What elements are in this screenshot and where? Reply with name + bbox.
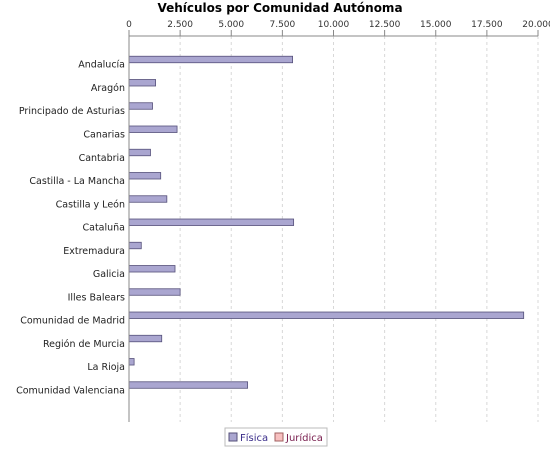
y-axis: Andalucía Aragón Principado de Asturias Can… bbox=[16, 60, 125, 397]
category-label: Andalucía bbox=[78, 60, 125, 71]
x-tick-label: 10.000 bbox=[318, 20, 350, 30]
legend: Física Jurídica bbox=[224, 427, 328, 447]
bar-fisica-canarias bbox=[128, 125, 178, 133]
x-tick-label: 12.500 bbox=[369, 20, 401, 30]
category-label: Illes Balears bbox=[68, 292, 125, 303]
category-label: Cataluña bbox=[82, 223, 125, 234]
bar-fisica-region-de-murcia bbox=[128, 334, 163, 343]
bar-fisica-illes-balears bbox=[128, 288, 181, 296]
category-label: Región de Murcia bbox=[43, 339, 125, 350]
legend-label-fisica: Física bbox=[240, 432, 268, 444]
category-label: La Rioja bbox=[87, 362, 125, 373]
legend-label-juridica: Jurídica bbox=[285, 432, 323, 444]
bar-fisica-la-rioja bbox=[128, 358, 135, 366]
category-label: Canarias bbox=[83, 130, 125, 141]
x-tick-label: 5.000 bbox=[218, 20, 244, 30]
bar-fisica-andalucia bbox=[128, 55, 294, 64]
category-label: Comunidad Valenciana bbox=[16, 385, 125, 396]
x-tick-label: 20.000 bbox=[522, 20, 550, 30]
category-label: Comunidad de Madrid bbox=[20, 316, 125, 327]
bar-fisica-castilla-la-mancha bbox=[128, 172, 162, 180]
bar-fisica-cataluna bbox=[128, 218, 295, 226]
category-label: Castilla - La Mancha bbox=[29, 176, 125, 187]
legend-swatch-juridica bbox=[274, 432, 284, 442]
category-label: Cantabria bbox=[79, 153, 125, 164]
x-tick-label: 17.500 bbox=[471, 20, 503, 30]
chart-title: Vehículos por Comunidad Autónoma bbox=[157, 1, 402, 15]
bar-fisica-extremadura bbox=[128, 241, 142, 250]
bar-fisica-galicia bbox=[128, 265, 176, 273]
x-tick-label: 2.500 bbox=[167, 20, 193, 30]
bar-fisica-principado-de-asturias bbox=[128, 102, 153, 110]
category-label: Galicia bbox=[93, 269, 125, 280]
bar-fisica-comunidad-de-madrid bbox=[128, 311, 525, 319]
category-label: Aragón bbox=[91, 83, 125, 94]
x-axis: 0 2.500 5.000 7.500 10.000 12.500 15.000 17.500… bbox=[126, 20, 550, 36]
legend-swatch-fisica bbox=[228, 432, 238, 442]
bar-fisica-comunidad-valenciana bbox=[128, 381, 249, 389]
category-label: Extremadura bbox=[63, 246, 125, 257]
x-tick-label: 0 bbox=[126, 20, 132, 30]
bars bbox=[128, 55, 525, 389]
category-label: Castilla y León bbox=[56, 199, 125, 210]
bar-fisica-cantabria bbox=[128, 148, 151, 157]
axes bbox=[128, 35, 538, 422]
category-label: Principado de Asturias bbox=[19, 106, 125, 117]
bar-fisica-aragon bbox=[128, 79, 156, 87]
bar-fisica-castilla-y-leon bbox=[128, 195, 168, 203]
grid bbox=[179, 36, 539, 422]
x-tick-label: 15.000 bbox=[420, 20, 452, 30]
x-tick-label: 7.500 bbox=[269, 20, 295, 30]
